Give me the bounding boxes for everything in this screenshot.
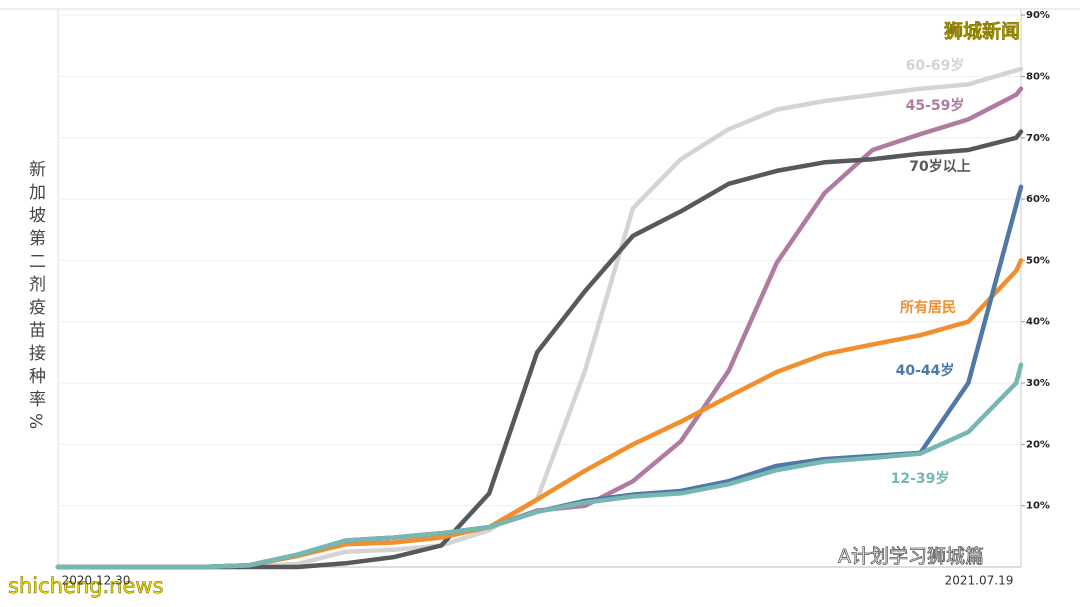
- y-tick-label: 80%: [1026, 71, 1050, 82]
- watermark: 狮城新闻: [944, 20, 1020, 43]
- x-tick-label: 2020.12.30: [62, 574, 131, 588]
- y-tick-label: 50%: [1026, 255, 1050, 266]
- series-line: [55, 66, 1024, 570]
- series-label: 12-39岁: [891, 470, 950, 487]
- y-tick-label: 10%: [1026, 501, 1050, 512]
- series-label: 所有居民: [900, 299, 956, 316]
- x-tick-label: 2021.07.19: [945, 574, 1014, 588]
- y-tick-label: 70%: [1026, 133, 1050, 144]
- y-tick-label: 40%: [1026, 317, 1050, 328]
- y-axis-label: 新加坡第二剂疫苗接种率%: [25, 160, 46, 435]
- series-label: 40-44岁: [896, 362, 955, 379]
- y-tick-label: 60%: [1026, 194, 1050, 205]
- series-line: [55, 258, 1024, 570]
- series-line: [55, 129, 1024, 570]
- series-label: 60-69岁: [906, 57, 965, 74]
- series-label: 70岁以上: [909, 158, 970, 175]
- y-tick-label: 30%: [1026, 378, 1050, 389]
- watermark: shicheng.news: [8, 574, 164, 598]
- y-tick-label: 20%: [1026, 439, 1050, 450]
- series-line: [55, 362, 1024, 570]
- y-tick-label: 90%: [1026, 10, 1050, 21]
- watermark: A计划学习狮城篇: [838, 546, 984, 568]
- series-label: 45-59岁: [906, 97, 965, 114]
